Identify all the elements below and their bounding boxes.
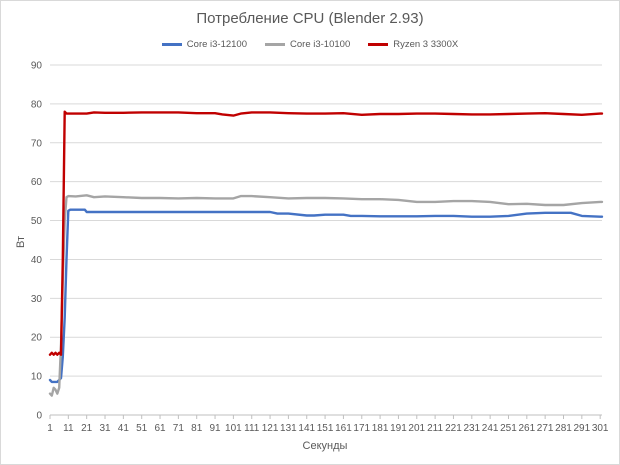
legend-item-core-i3-10100: Core i3-10100 — [265, 39, 350, 50]
x-axis: 1 11 21 31 41 51 61 71 81 91 101 111 121 131 141 151 161… — [47, 415, 609, 434]
legend-item-ryzen-3-3300x: Ryzen 3 3300X — [368, 39, 458, 50]
x-axis-title: Секунды — [303, 440, 348, 452]
x-tick-label: 161 — [335, 423, 352, 434]
legend-swatch-ryzen-3-3300x — [368, 43, 389, 46]
x-tick-label: 151 — [317, 423, 334, 434]
series-line-core-i3-12100 — [48, 208, 604, 384]
y-tick-label: 80 — [31, 99, 43, 110]
x-tick-label: 211 — [427, 423, 443, 434]
y-tick-label: 60 — [31, 177, 43, 188]
series-lines — [48, 110, 604, 397]
legend: Core i3-12100 Core i3-10100 Ryzen 3 3300… — [0, 39, 620, 50]
x-tick-label: 111 — [244, 423, 260, 434]
x-tick-label: 11 — [63, 423, 74, 434]
x-tick-label: 81 — [191, 423, 203, 434]
x-tick-label: 121 — [262, 423, 279, 434]
series-line-ryzen-3-3300x — [48, 110, 604, 356]
y-tick-label: 70 — [31, 138, 43, 149]
x-tick-label: 101 — [225, 423, 242, 434]
x-tick-label: 281 — [555, 423, 572, 434]
x-tick-label: 301 — [592, 423, 609, 434]
y-tick-label: 20 — [31, 333, 43, 344]
chart-title: Потребление CPU (Blender 2.93) — [196, 10, 424, 27]
x-tick-label: 1 — [47, 423, 53, 434]
legend-item-core-i3-12100: Core i3-12100 — [161, 39, 248, 50]
x-tick-label: 131 — [280, 423, 297, 434]
y-tick-label: 30 — [31, 294, 43, 305]
x-tick-label: 201 — [408, 423, 425, 434]
x-tick-label: 181 — [372, 423, 389, 434]
y-tick-label: 0 — [36, 411, 42, 422]
x-tick-label: 191 — [390, 423, 407, 434]
x-tick-label: 271 — [537, 423, 554, 434]
x-tick-label: 31 — [99, 423, 111, 434]
legend-label-ryzen-3-3300x: Ryzen 3 3300X — [393, 39, 459, 50]
x-tick-label: 171 — [353, 423, 370, 434]
x-tick-label: 251 — [500, 423, 517, 434]
x-tick-label: 61 — [154, 423, 166, 434]
x-tick-label: 261 — [518, 423, 535, 434]
y-tick-label: 50 — [31, 216, 43, 227]
x-tick-label: 221 — [445, 423, 462, 434]
x-tick-label: 21 — [81, 423, 93, 434]
x-tick-label: 231 — [463, 423, 480, 434]
legend-label-core-i3-10100: Core i3-10100 — [290, 39, 351, 50]
y-axis-title: Вт — [15, 236, 27, 248]
x-tick-label: 241 — [482, 423, 499, 434]
x-tick-label: 71 — [173, 423, 185, 434]
y-axis: 0 10 20 30 40 50 60 70 80 90 — [31, 61, 43, 422]
x-tick-label: 51 — [136, 423, 148, 434]
series-line-core-i3-10100 — [48, 194, 604, 397]
y-tick-label: 40 — [31, 255, 43, 266]
legend-label-core-i3-12100: Core i3-12100 — [186, 39, 248, 50]
y-tick-label: 90 — [31, 61, 43, 72]
x-tick-label: 291 — [573, 423, 590, 434]
legend-swatch-core-i3-10100 — [265, 43, 286, 46]
x-tick-label: 141 — [298, 423, 315, 434]
gridlines — [50, 64, 602, 416]
legend-swatch-core-i3-12100 — [161, 43, 182, 46]
y-tick-label: 10 — [31, 372, 43, 383]
x-tick-label: 41 — [118, 423, 130, 434]
x-tick-label: 91 — [209, 423, 221, 434]
